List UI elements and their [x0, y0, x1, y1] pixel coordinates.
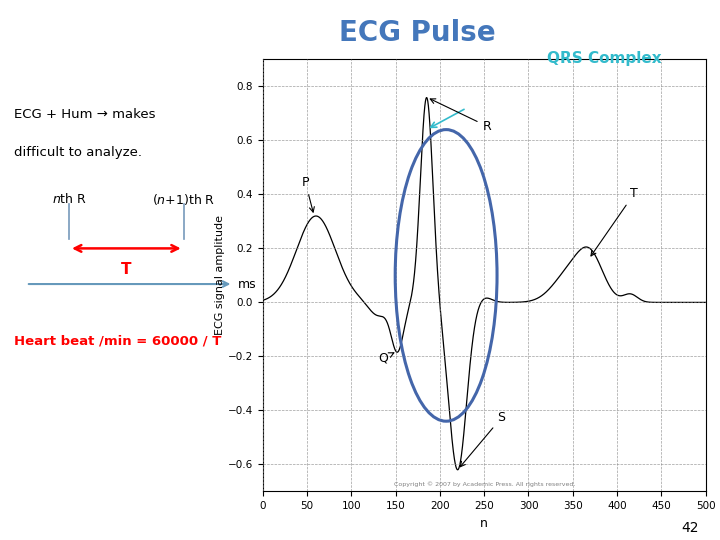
Text: $n$th R: $n$th R [52, 192, 86, 206]
Text: Heart beat /min = 60000 / T: Heart beat /min = 60000 / T [14, 335, 222, 348]
Text: T: T [121, 262, 132, 277]
X-axis label: n: n [480, 517, 488, 530]
Text: QRS Complex: QRS Complex [547, 51, 662, 66]
Text: 42: 42 [681, 521, 698, 535]
Text: Copyright © 2007 by Academic Press. All rights reserved.: Copyright © 2007 by Academic Press. All … [394, 482, 575, 488]
Text: Q: Q [378, 352, 394, 365]
Text: R: R [431, 99, 491, 133]
Text: difficult to analyze.: difficult to analyze. [14, 146, 143, 159]
Text: ms: ms [238, 278, 256, 291]
Text: P: P [302, 176, 315, 212]
Text: S: S [460, 411, 505, 467]
Text: T: T [591, 187, 638, 256]
Text: $(n$+1)th R: $(n$+1)th R [152, 192, 215, 207]
Y-axis label: ECG signal amplitude: ECG signal amplitude [215, 215, 225, 335]
Text: ECG Pulse: ECG Pulse [339, 19, 496, 47]
Text: ECG + Hum → makes: ECG + Hum → makes [14, 108, 156, 121]
